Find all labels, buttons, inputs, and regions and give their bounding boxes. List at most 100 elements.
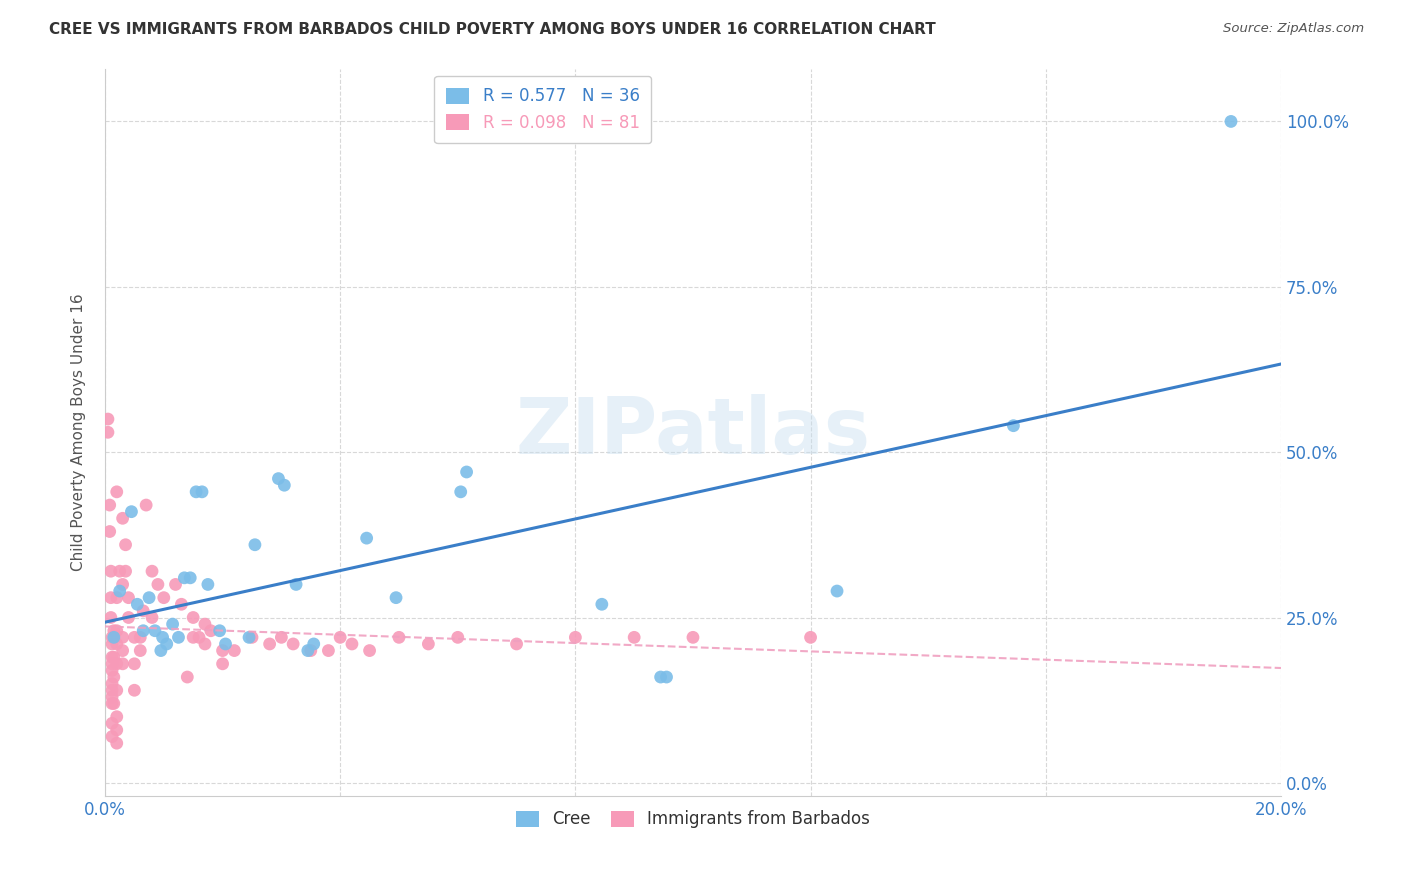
Point	[214, 637, 236, 651]
Point	[194, 637, 217, 651]
Point	[132, 624, 155, 638]
Point	[240, 631, 263, 645]
Point	[194, 617, 217, 632]
Point	[302, 637, 325, 651]
Point	[299, 643, 322, 657]
Point	[267, 472, 290, 486]
Point	[238, 631, 260, 645]
Point	[101, 697, 124, 711]
Point	[1002, 418, 1025, 433]
Point	[105, 591, 128, 605]
Point	[138, 591, 160, 605]
Point	[447, 631, 470, 645]
Point	[105, 709, 128, 723]
Point	[243, 538, 266, 552]
Point	[120, 505, 142, 519]
Point	[152, 631, 174, 645]
Point	[135, 498, 157, 512]
Point	[101, 730, 124, 744]
Point	[359, 643, 381, 657]
Point	[623, 631, 645, 645]
Point	[143, 624, 166, 638]
Point	[211, 657, 233, 671]
Point	[141, 610, 163, 624]
Point	[149, 643, 172, 657]
Point	[385, 591, 408, 605]
Point	[97, 425, 120, 440]
Point	[297, 643, 319, 657]
Point	[117, 591, 139, 605]
Point	[181, 610, 204, 624]
Point	[108, 564, 131, 578]
Point	[105, 657, 128, 671]
Point	[97, 412, 120, 426]
Point	[146, 577, 169, 591]
Point	[103, 650, 125, 665]
Point	[340, 637, 363, 651]
Point	[170, 597, 193, 611]
Point	[329, 631, 352, 645]
Point	[285, 577, 308, 591]
Point	[281, 637, 304, 651]
Point	[101, 690, 124, 704]
Point	[176, 670, 198, 684]
Text: ZIPatlas: ZIPatlas	[516, 394, 870, 470]
Point	[179, 571, 201, 585]
Text: Source: ZipAtlas.com: Source: ZipAtlas.com	[1223, 22, 1364, 36]
Point	[124, 683, 146, 698]
Point	[800, 631, 823, 645]
Point	[450, 484, 472, 499]
Point	[124, 657, 146, 671]
Point	[101, 676, 124, 690]
Point	[505, 637, 527, 651]
Point	[105, 624, 128, 638]
Point	[103, 697, 125, 711]
Point	[100, 610, 122, 624]
Point	[141, 564, 163, 578]
Point	[98, 524, 121, 539]
Legend: Cree, Immigrants from Barbados: Cree, Immigrants from Barbados	[509, 804, 877, 835]
Point	[101, 637, 124, 651]
Point	[197, 577, 219, 591]
Point	[105, 637, 128, 651]
Point	[111, 577, 134, 591]
Point	[825, 584, 848, 599]
Point	[456, 465, 478, 479]
Point	[129, 631, 152, 645]
Point	[156, 637, 179, 651]
Point	[124, 631, 146, 645]
Point	[101, 716, 124, 731]
Point	[173, 571, 195, 585]
Point	[418, 637, 440, 651]
Point	[181, 631, 204, 645]
Point	[564, 631, 586, 645]
Point	[208, 624, 231, 638]
Point	[224, 643, 246, 657]
Point	[105, 484, 128, 499]
Point	[100, 591, 122, 605]
Point	[100, 564, 122, 578]
Point	[1220, 114, 1243, 128]
Point	[591, 597, 613, 611]
Point	[273, 478, 295, 492]
Point	[270, 631, 292, 645]
Point	[105, 736, 128, 750]
Point	[108, 584, 131, 599]
Point	[111, 511, 134, 525]
Point	[188, 631, 211, 645]
Point	[98, 498, 121, 512]
Point	[356, 531, 378, 545]
Point	[103, 670, 125, 684]
Point	[111, 631, 134, 645]
Point	[105, 723, 128, 737]
Point	[184, 484, 207, 499]
Point	[127, 597, 149, 611]
Point	[101, 657, 124, 671]
Point	[650, 670, 672, 684]
Point	[259, 637, 281, 651]
Point	[129, 643, 152, 657]
Point	[191, 484, 214, 499]
Point	[682, 631, 704, 645]
Point	[101, 650, 124, 665]
Text: CREE VS IMMIGRANTS FROM BARBADOS CHILD POVERTY AMONG BOYS UNDER 16 CORRELATION C: CREE VS IMMIGRANTS FROM BARBADOS CHILD P…	[49, 22, 936, 37]
